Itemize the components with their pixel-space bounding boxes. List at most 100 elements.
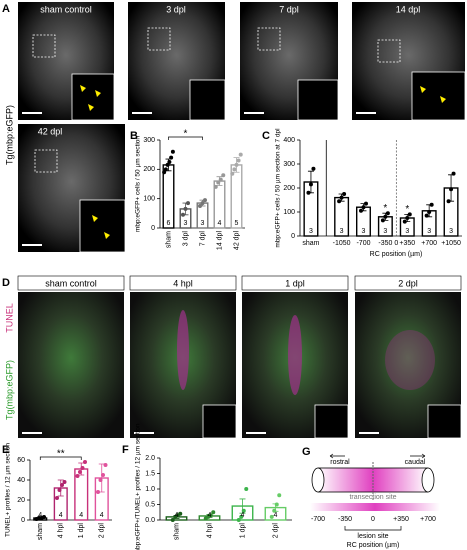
data-point	[170, 149, 175, 154]
error-bar	[57, 479, 64, 497]
data-point	[186, 201, 190, 206]
y-tick-label: 300	[283, 161, 295, 168]
y-tick-label: 2.0	[145, 455, 155, 462]
data-point	[380, 218, 385, 223]
data-point	[198, 204, 202, 208]
x-tick-label: 4 hpl	[58, 523, 65, 539]
data-point	[170, 518, 175, 522]
n-label: 3	[427, 228, 431, 235]
y-tick-label: 300	[143, 137, 155, 144]
x-tick-label: 14 dpl	[216, 231, 223, 251]
panel-letter: G	[302, 446, 311, 458]
insets	[202, 404, 462, 439]
y-tick-label: 1.5	[145, 470, 155, 477]
n-label: 3	[362, 228, 366, 235]
data-point	[230, 171, 235, 176]
direction-label: caudal	[405, 459, 426, 466]
n-label: 4	[208, 512, 212, 519]
direction-arrows	[329, 453, 426, 459]
axis-label: +350	[393, 516, 409, 523]
data-point	[407, 212, 412, 217]
data-point	[42, 515, 46, 519]
data-point	[200, 201, 205, 206]
data-point	[96, 490, 100, 494]
x-tick-label: 4 hpl	[206, 523, 213, 539]
data-point	[183, 206, 188, 211]
data-point	[383, 214, 388, 219]
x-tick-label: 42 dpl	[233, 231, 240, 251]
data-point	[211, 510, 216, 515]
data-point	[203, 198, 207, 203]
data-point	[427, 210, 432, 214]
data-point	[213, 184, 218, 189]
n-label: 4	[274, 512, 278, 519]
bar	[162, 164, 175, 229]
x-tick-label: -350	[378, 240, 392, 247]
data-point	[167, 160, 172, 164]
data-point	[75, 474, 80, 478]
y-tick-label: 0	[151, 225, 155, 232]
arrowheads	[80, 85, 446, 239]
panel-a: A Tg(mbp:eGFP) sham control 3 dpl 7 dpl …	[2, 2, 466, 253]
y-tick-label: 1.0	[145, 486, 155, 493]
y-tick-label: 200	[143, 166, 155, 173]
direction-label: rostral	[330, 459, 350, 466]
scale-bars	[22, 112, 376, 246]
data-point	[241, 508, 246, 513]
data-point	[55, 496, 59, 500]
y-tick-label: 0	[291, 233, 295, 240]
data-point	[216, 180, 221, 185]
panel-d: D Tg(mbp:eGFP) TUNEL sham control 4 hpl …	[2, 275, 462, 439]
axis-label: -350	[338, 516, 352, 523]
data-point	[385, 211, 390, 216]
lesion-bracket	[344, 526, 402, 531]
data-point	[101, 473, 105, 477]
x-tick-label: 7 dpl	[199, 231, 206, 247]
n-label: 3	[309, 228, 313, 235]
n-label: 3	[449, 228, 453, 235]
data-point	[232, 167, 237, 172]
significance-bracket	[39, 456, 82, 460]
n-label: 3	[184, 220, 188, 227]
axis-label: +700	[420, 516, 436, 523]
data-point	[311, 166, 316, 171]
x-tick-label: -700	[356, 240, 370, 247]
image-label: sham control	[45, 278, 97, 288]
data-point	[361, 205, 366, 210]
data-point	[405, 216, 410, 220]
x-tick-label: sham	[165, 231, 172, 248]
x-axis-title: RC position (µm)	[370, 251, 423, 258]
data-point	[429, 202, 434, 207]
cord-end	[311, 467, 325, 493]
axis-label: -700	[311, 516, 325, 523]
n-label: 6	[167, 220, 171, 227]
x-tick-label: +1050	[441, 240, 461, 247]
data-point	[236, 158, 241, 163]
data-point	[308, 182, 313, 187]
significance-label: *	[184, 129, 188, 140]
data-point	[218, 177, 223, 182]
y-tick-label: 0.0	[145, 517, 155, 524]
panel-letter: F	[122, 444, 129, 456]
label-boxes	[17, 275, 462, 291]
data-point	[342, 192, 347, 196]
cord-end	[421, 467, 435, 493]
data-point	[178, 511, 183, 516]
image-label: 3 dpl	[166, 4, 186, 14]
x-tick-label: +350	[399, 240, 415, 247]
significance-label: *	[405, 204, 409, 215]
x-tick-label: +700	[421, 240, 437, 247]
data-point	[269, 514, 274, 519]
data-point	[208, 513, 213, 518]
significance-bracket	[168, 136, 203, 140]
data-point	[103, 463, 108, 467]
panel-letter: B	[130, 130, 138, 142]
data-point	[358, 208, 363, 213]
panel-letter: A	[2, 3, 10, 15]
n-label: 3	[405, 228, 409, 235]
y-tick-label: 100	[283, 209, 295, 216]
data-point	[181, 212, 185, 217]
significance-label: *	[383, 203, 387, 214]
panel-letter: C	[262, 130, 270, 142]
